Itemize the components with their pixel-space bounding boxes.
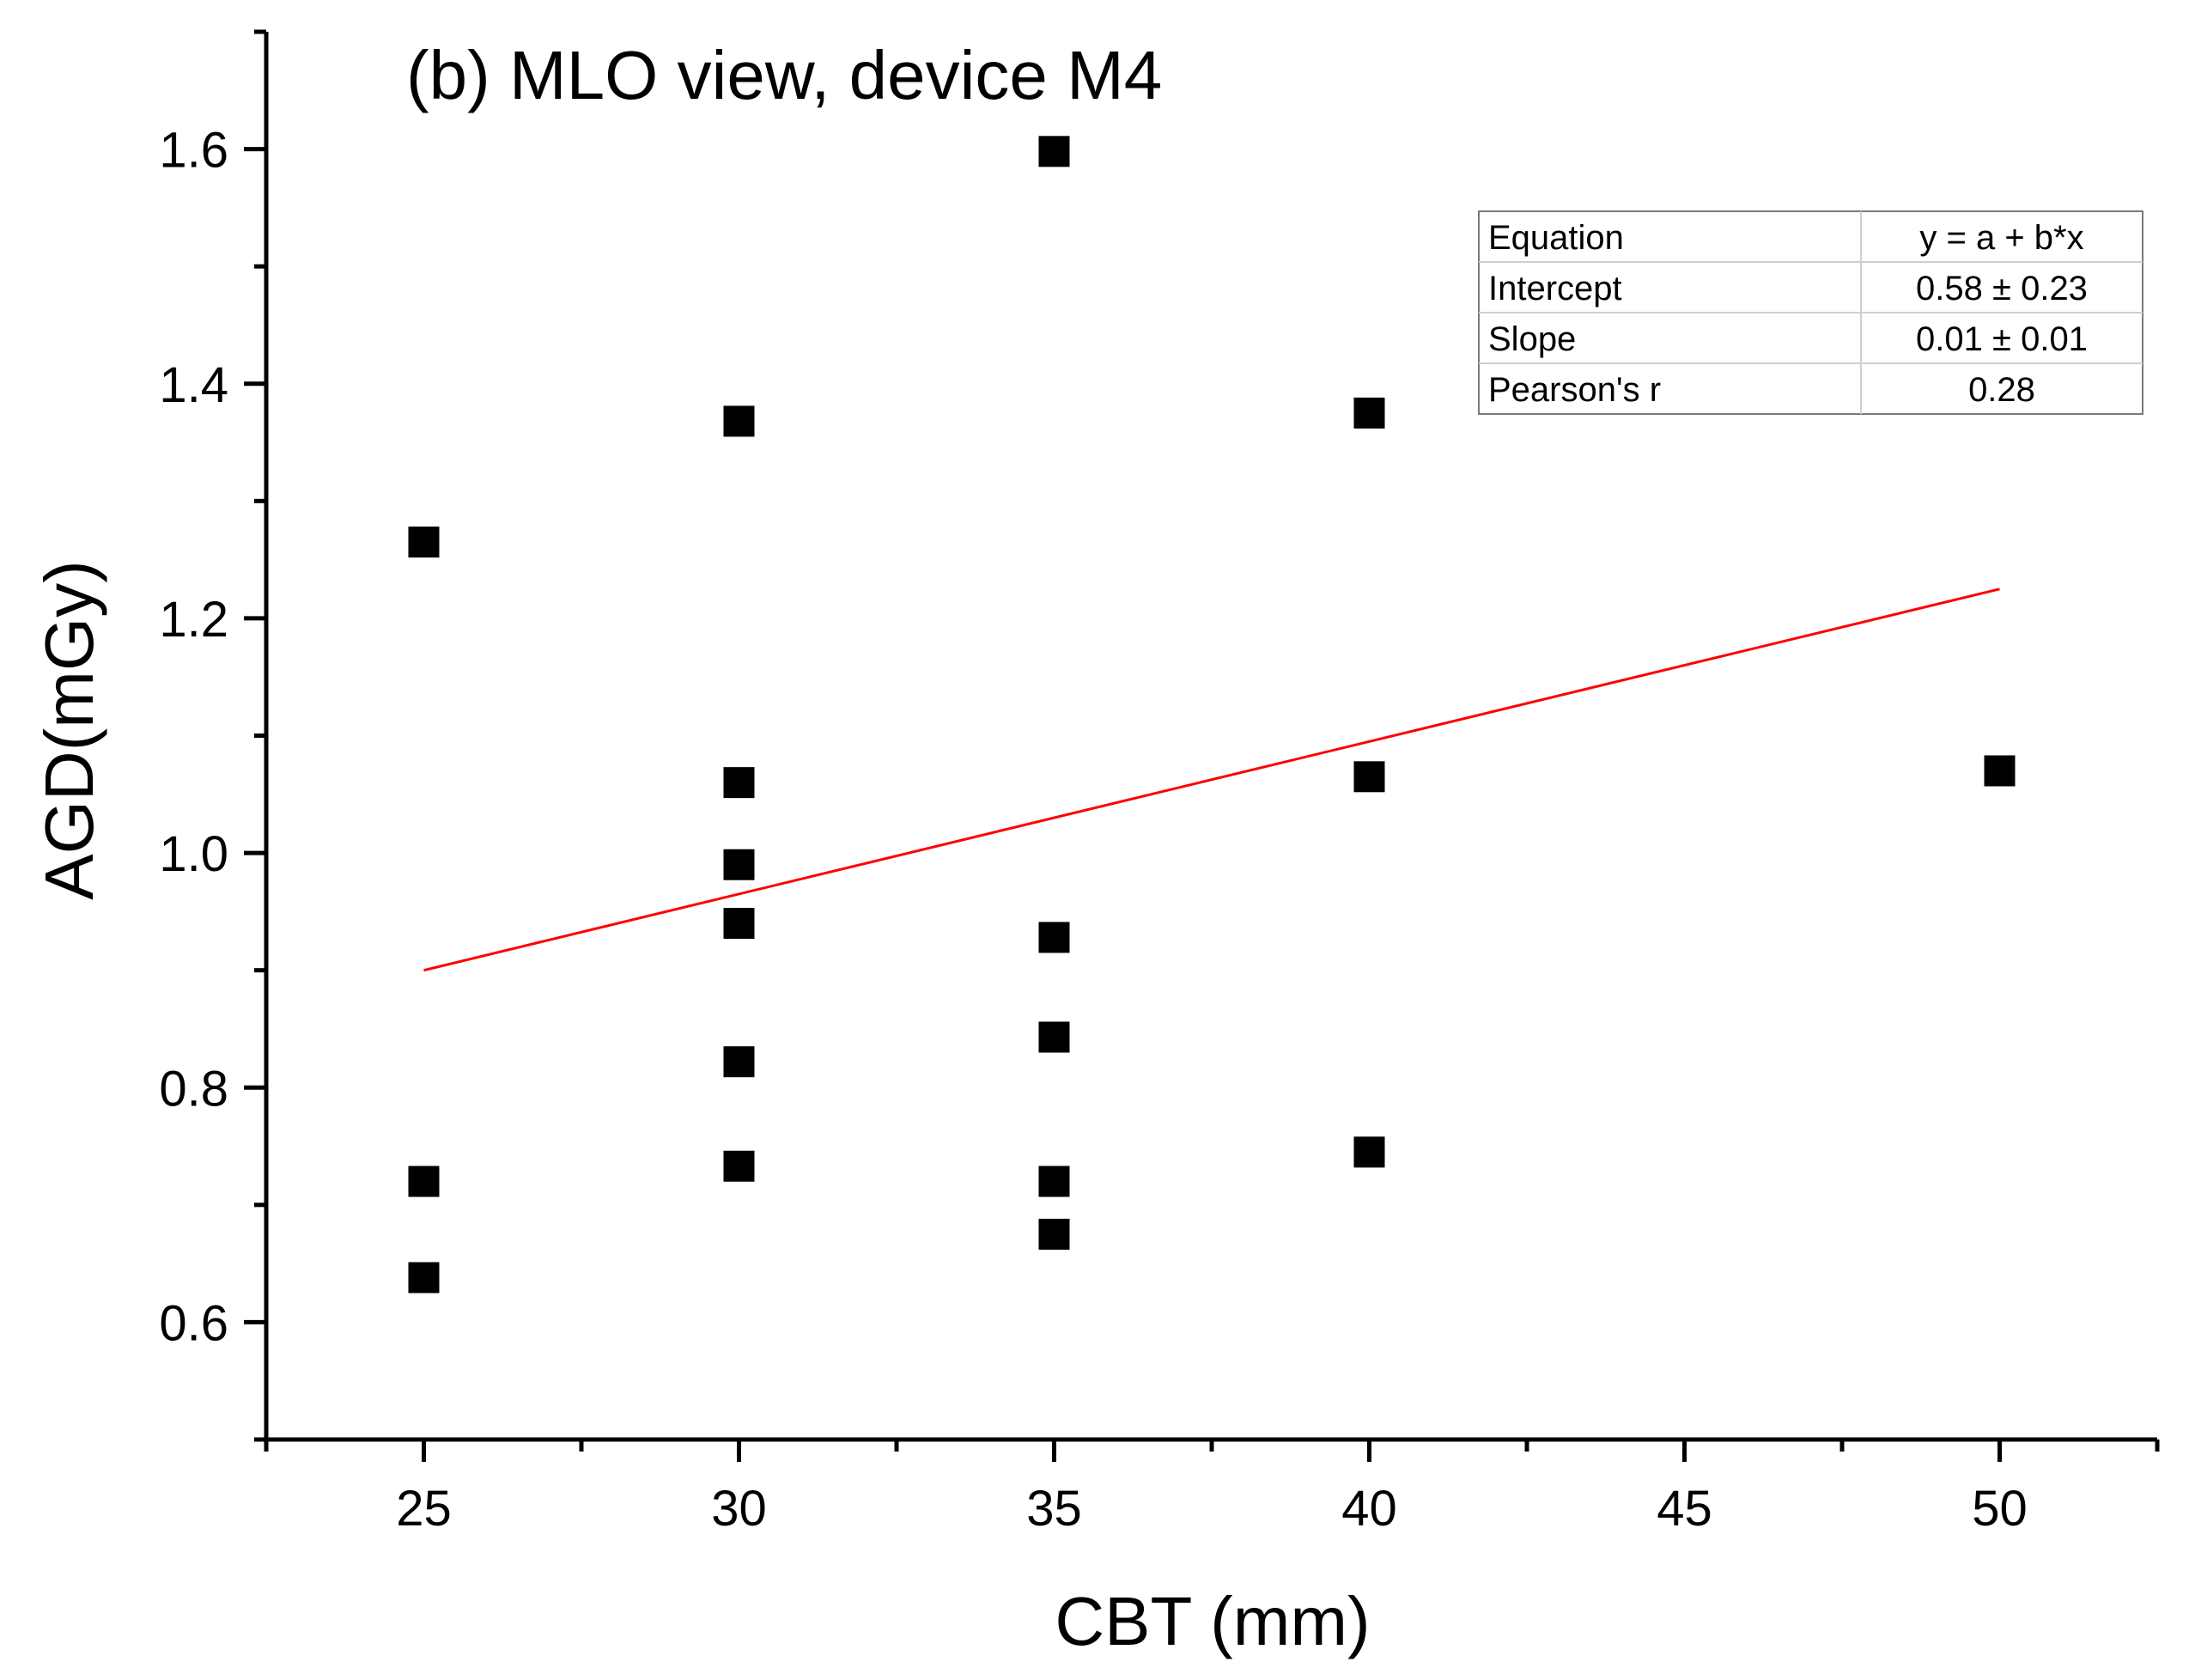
data-point (723, 908, 755, 940)
data-point (1353, 761, 1385, 793)
y-tick-label: 0.6 (159, 1295, 228, 1351)
x-ticks: 25 30 35 40 45 50 (264, 1440, 2160, 1537)
data-points (408, 136, 2016, 1293)
data-point (1038, 1218, 1070, 1250)
data-point (408, 1166, 440, 1197)
data-point (1038, 136, 1070, 167)
stats-label-slope: Slope (1488, 320, 1576, 358)
data-point (723, 767, 755, 799)
data-point (408, 1262, 440, 1293)
x-tick-label: 35 (1026, 1481, 1082, 1537)
data-point (1353, 397, 1385, 429)
stats-value-intercept: 0.58 ± 0.23 (1916, 270, 2088, 307)
x-axis-title: CBT (mm) (1055, 1583, 1370, 1659)
data-point (723, 849, 755, 880)
data-point (1353, 1136, 1385, 1168)
x-tick-label: 45 (1657, 1481, 1712, 1537)
data-point (1038, 922, 1070, 953)
y-tick-label: 1.4 (159, 357, 228, 413)
data-point (723, 1046, 755, 1078)
y-tick-label: 1.2 (159, 592, 228, 648)
x-tick-label: 25 (396, 1481, 452, 1537)
y-tick-label: 1.0 (159, 826, 228, 882)
x-tick-label: 50 (1972, 1481, 2028, 1537)
stats-label-pearson: Pearson's r (1488, 371, 1661, 409)
y-ticks: 0.6 0.8 1.0 1.2 1.4 1.6 (159, 29, 266, 1442)
chart-title: (b) MLO view, device M4 (406, 37, 1162, 113)
fit-statistics-table: Equation y = a + b*x Intercept 0.58 ± 0.… (1478, 210, 2143, 415)
stats-label-intercept: Intercept (1488, 270, 1622, 307)
linear-fit-line (423, 587, 2000, 972)
stats-label-equation: Equation (1488, 219, 1624, 257)
stats-value-slope: 0.01 ± 0.01 (1916, 320, 2088, 358)
y-tick-label: 0.8 (159, 1061, 228, 1117)
data-point (1038, 1021, 1070, 1053)
stats-value-equation: y = a + b*x (1919, 219, 2083, 257)
data-point (723, 1150, 755, 1182)
x-tick-label: 30 (711, 1481, 767, 1537)
y-axis-title: AGD(mGy) (31, 560, 107, 900)
x-tick-label: 40 (1341, 1481, 1397, 1537)
stats-value-pearson: 0.28 (1968, 371, 2035, 409)
data-point (1038, 1166, 1070, 1197)
data-point (1984, 755, 2016, 787)
y-tick-label: 1.6 (159, 123, 228, 179)
data-point (723, 405, 755, 437)
data-point (408, 527, 440, 558)
